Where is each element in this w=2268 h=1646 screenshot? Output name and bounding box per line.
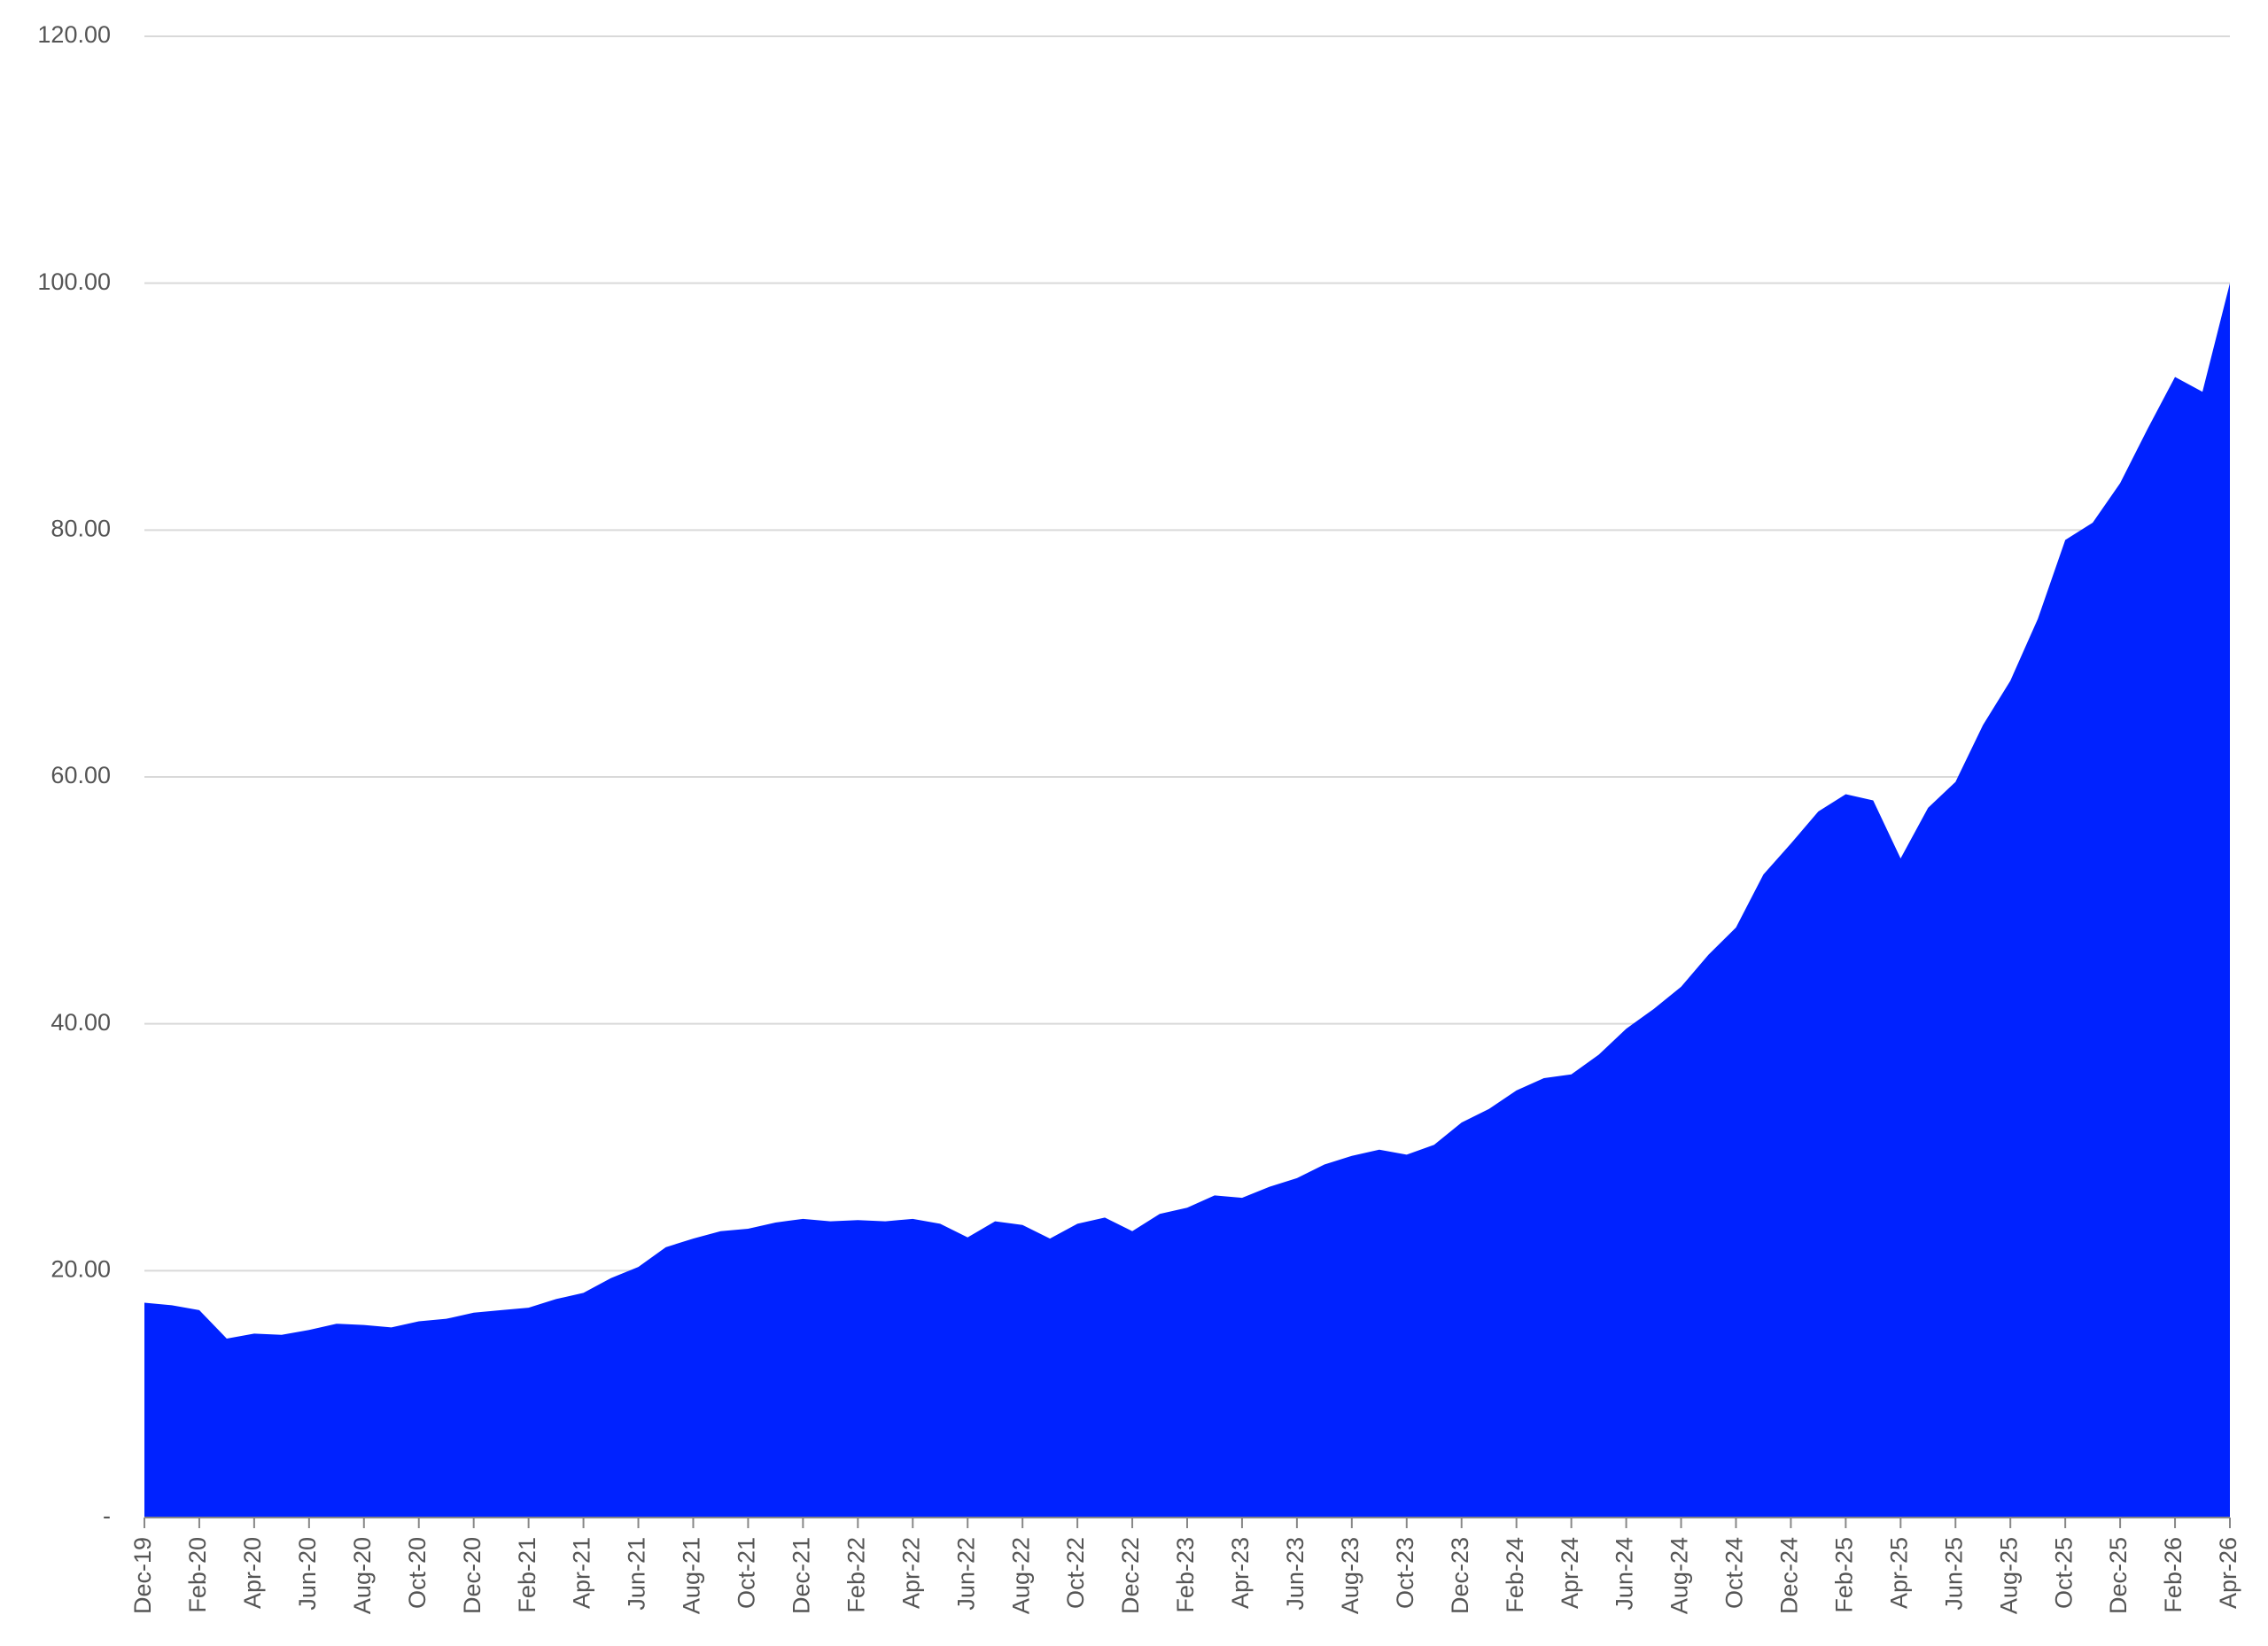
x-tick-label: Feb-20 xyxy=(184,1537,211,1613)
x-tick-label: Oct-22 xyxy=(1062,1537,1089,1609)
x-tick-label: Dec-21 xyxy=(788,1537,814,1614)
x-tick-label: Jun-20 xyxy=(294,1537,321,1611)
x-tick-label: Apr-26 xyxy=(2215,1537,2241,1609)
x-tick-label: Apr-20 xyxy=(239,1537,266,1609)
x-tick-label: Jun-22 xyxy=(952,1537,979,1611)
x-tick-label: Apr-25 xyxy=(1885,1537,1912,1609)
x-tick-label: Oct-21 xyxy=(734,1537,760,1609)
y-tick-label: 40.00 xyxy=(50,1009,111,1036)
x-tick-label: Jun-23 xyxy=(1282,1537,1309,1611)
x-tick-label: Apr-23 xyxy=(1227,1537,1254,1609)
y-tick-label: 100.00 xyxy=(37,268,111,295)
y-tick-label: 60.00 xyxy=(50,762,111,788)
x-tick-label: Aug-25 xyxy=(1995,1537,2022,1614)
y-tick-label: 120.00 xyxy=(37,21,111,48)
x-tick-label: Dec-24 xyxy=(1776,1537,1803,1614)
x-tick-label: Feb-24 xyxy=(1502,1537,1528,1613)
x-tick-label: Jun-24 xyxy=(1612,1537,1638,1611)
x-tick-label: Oct-23 xyxy=(1392,1537,1418,1609)
x-tick-label: Jun-21 xyxy=(624,1537,650,1611)
area xyxy=(144,283,2230,1518)
y-tick-label: 20.00 xyxy=(50,1255,111,1282)
x-tick-label: Aug-23 xyxy=(1337,1537,1363,1614)
x-tick-label: Dec-22 xyxy=(1117,1537,1144,1614)
x-tick-label: Aug-24 xyxy=(1666,1537,1693,1614)
y-tick-label: - xyxy=(103,1502,111,1529)
x-tick-label: Aug-20 xyxy=(349,1537,376,1614)
x-tick-label: Dec-20 xyxy=(459,1537,485,1614)
x-tick-label: Apr-22 xyxy=(897,1537,924,1609)
x-tick-label: Aug-21 xyxy=(679,1537,705,1614)
x-tick-label: Dec-23 xyxy=(1447,1537,1473,1614)
x-tick-label: Oct-24 xyxy=(1721,1537,1748,1609)
x-tick-label: Dec-25 xyxy=(2105,1537,2132,1614)
x-tick-label: Apr-24 xyxy=(1557,1537,1583,1609)
x-tick-label: Jun-25 xyxy=(1940,1537,1967,1611)
x-tick-label: Feb-22 xyxy=(843,1537,869,1613)
x-tick-label: Apr-21 xyxy=(569,1537,595,1609)
x-tick-label: Aug-22 xyxy=(1007,1537,1034,1614)
x-tick-label: Oct-20 xyxy=(404,1537,431,1609)
x-tick-label: Dec-19 xyxy=(129,1537,156,1614)
y-tick-label: 80.00 xyxy=(50,515,111,541)
x-tick-label: Feb-26 xyxy=(2160,1537,2186,1613)
x-tick-label: Feb-21 xyxy=(514,1537,540,1613)
x-tick-label: Oct-25 xyxy=(2050,1537,2077,1609)
x-tick-label: Feb-23 xyxy=(1172,1537,1199,1613)
x-tick-label: Feb-25 xyxy=(1830,1537,1857,1613)
